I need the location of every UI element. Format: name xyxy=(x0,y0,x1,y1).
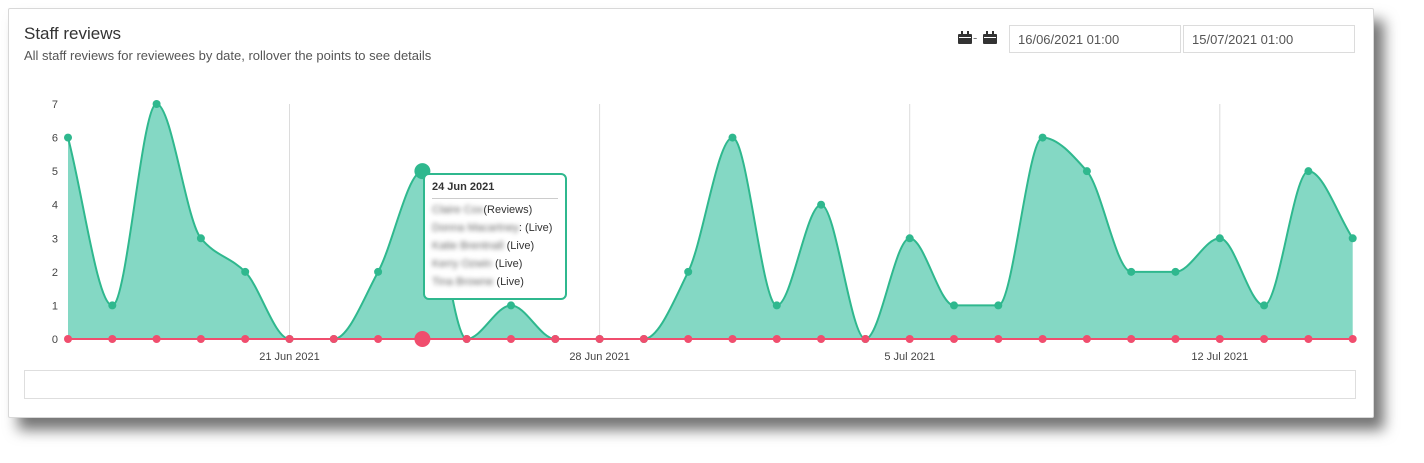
tooltip-row: Katie Brentnall (Live) xyxy=(432,239,558,253)
reviews-area xyxy=(68,104,1353,339)
tooltip-row: Donna Macartney: (Live) xyxy=(432,221,558,235)
data-point[interactable] xyxy=(1038,133,1047,142)
end-date-input[interactable] xyxy=(1183,25,1355,53)
data-point[interactable] xyxy=(1082,167,1091,176)
chart-tooltip: 24 Jun 2021 Claire Cox(Reviews) Donna Mac… xyxy=(423,173,567,300)
reviewer-name: Katie Brentnall xyxy=(432,240,504,252)
zero-series-point[interactable] xyxy=(64,335,72,343)
zero-series-point[interactable] xyxy=(329,335,338,343)
y-tick-label: 5 xyxy=(52,166,58,178)
tooltip-date: 24 Jun 2021 xyxy=(432,181,558,199)
chart-card xyxy=(8,8,1374,418)
data-point[interactable] xyxy=(1260,301,1269,310)
zero-series-point[interactable] xyxy=(241,335,250,343)
data-point[interactable] xyxy=(1304,167,1313,176)
data-point[interactable] xyxy=(241,267,250,276)
zero-series-point[interactable] xyxy=(507,335,515,343)
data-point[interactable] xyxy=(950,301,958,310)
reviewer-name: Kerry Ozwin xyxy=(432,258,492,270)
zero-series-point[interactable] xyxy=(950,335,958,343)
zero-series-point[interactable] xyxy=(152,335,161,343)
date-range-separator: - xyxy=(973,30,978,45)
data-point[interactable] xyxy=(108,301,117,310)
zero-series-point[interactable] xyxy=(772,335,781,343)
zero-series-point[interactable] xyxy=(1171,335,1180,343)
zero-series-point[interactable] xyxy=(817,335,826,343)
zero-series-point[interactable] xyxy=(905,335,914,343)
data-point[interactable] xyxy=(817,200,826,209)
data-point[interactable] xyxy=(728,133,737,142)
calendar-icon[interactable] xyxy=(958,31,972,44)
reviewer-name: Donna Macartney xyxy=(432,222,519,234)
zero-series-point[interactable] xyxy=(196,335,205,343)
x-tick-label: 12 Jul 2021 xyxy=(1191,351,1248,363)
tooltip-row: Tina Browne (Live) xyxy=(432,275,558,289)
zero-series-point[interactable] xyxy=(1127,335,1136,343)
zero-series-point[interactable] xyxy=(595,335,604,343)
review-status: (Reviews) xyxy=(483,204,533,216)
data-point[interactable] xyxy=(905,234,914,243)
zero-series-point[interactable] xyxy=(1304,335,1313,343)
zero-series-point[interactable] xyxy=(639,335,648,343)
calendar-icon[interactable] xyxy=(983,31,997,44)
chart-navigator[interactable] xyxy=(24,370,1356,399)
data-point[interactable] xyxy=(1171,267,1180,276)
x-tick-label: 5 Jul 2021 xyxy=(884,351,935,363)
x-tick-label: 28 Jun 2021 xyxy=(569,351,630,363)
y-tick-label: 4 xyxy=(52,200,58,212)
zero-series-point[interactable] xyxy=(1082,335,1091,343)
zero-series-point[interactable] xyxy=(728,335,737,343)
zero-series-point[interactable] xyxy=(1215,335,1224,343)
zero-series-point[interactable] xyxy=(414,331,431,347)
zero-series-point[interactable] xyxy=(1260,335,1269,343)
data-point[interactable] xyxy=(196,234,205,243)
data-point[interactable] xyxy=(1348,234,1357,243)
data-point[interactable] xyxy=(64,133,72,142)
data-point[interactable] xyxy=(507,301,515,310)
review-status: (Live) xyxy=(493,276,524,288)
zero-series-point[interactable] xyxy=(285,335,294,343)
page-subtitle: All staff reviews for reviewees by date,… xyxy=(24,48,432,63)
data-point[interactable] xyxy=(1215,234,1224,243)
data-point[interactable] xyxy=(374,267,383,276)
reviewer-name: Tina Browne xyxy=(432,276,494,288)
y-tick-label: 7 xyxy=(52,99,58,111)
review-status: (Live) xyxy=(503,240,535,252)
data-point[interactable] xyxy=(152,100,161,108)
zero-series-point[interactable] xyxy=(462,335,471,343)
start-date-input[interactable] xyxy=(1009,25,1181,53)
reviews-line xyxy=(67,102,1354,341)
zero-series-point[interactable] xyxy=(551,335,560,343)
tooltip-row: Kerry Ozwin (Live) xyxy=(432,257,558,271)
y-tick-label: 6 xyxy=(52,133,58,145)
zero-series-point[interactable] xyxy=(108,335,117,343)
page-title: Staff reviews xyxy=(24,24,122,43)
zero-series-point[interactable] xyxy=(684,335,693,343)
zero-series-point[interactable] xyxy=(374,335,383,343)
data-point[interactable] xyxy=(1127,267,1136,276)
data-point[interactable] xyxy=(994,301,1003,310)
zero-series-point[interactable] xyxy=(1348,335,1357,343)
y-tick-label: 2 xyxy=(52,267,58,279)
zero-series-point[interactable] xyxy=(861,335,870,343)
reviewer-name: Claire Cox xyxy=(432,204,484,216)
y-tick-label: 0 xyxy=(52,334,58,346)
data-point[interactable] xyxy=(684,267,693,276)
review-status: (Live) xyxy=(491,258,523,270)
zero-series-point[interactable] xyxy=(1038,335,1047,343)
review-status: : (Live) xyxy=(518,222,553,234)
data-point[interactable] xyxy=(772,301,781,310)
y-tick-label: 1 xyxy=(52,300,58,312)
x-tick-label: 21 Jun 2021 xyxy=(259,351,320,363)
y-tick-label: 3 xyxy=(52,233,58,245)
zero-series-point[interactable] xyxy=(994,335,1003,343)
tooltip-row: Claire Cox(Reviews) xyxy=(432,203,558,217)
